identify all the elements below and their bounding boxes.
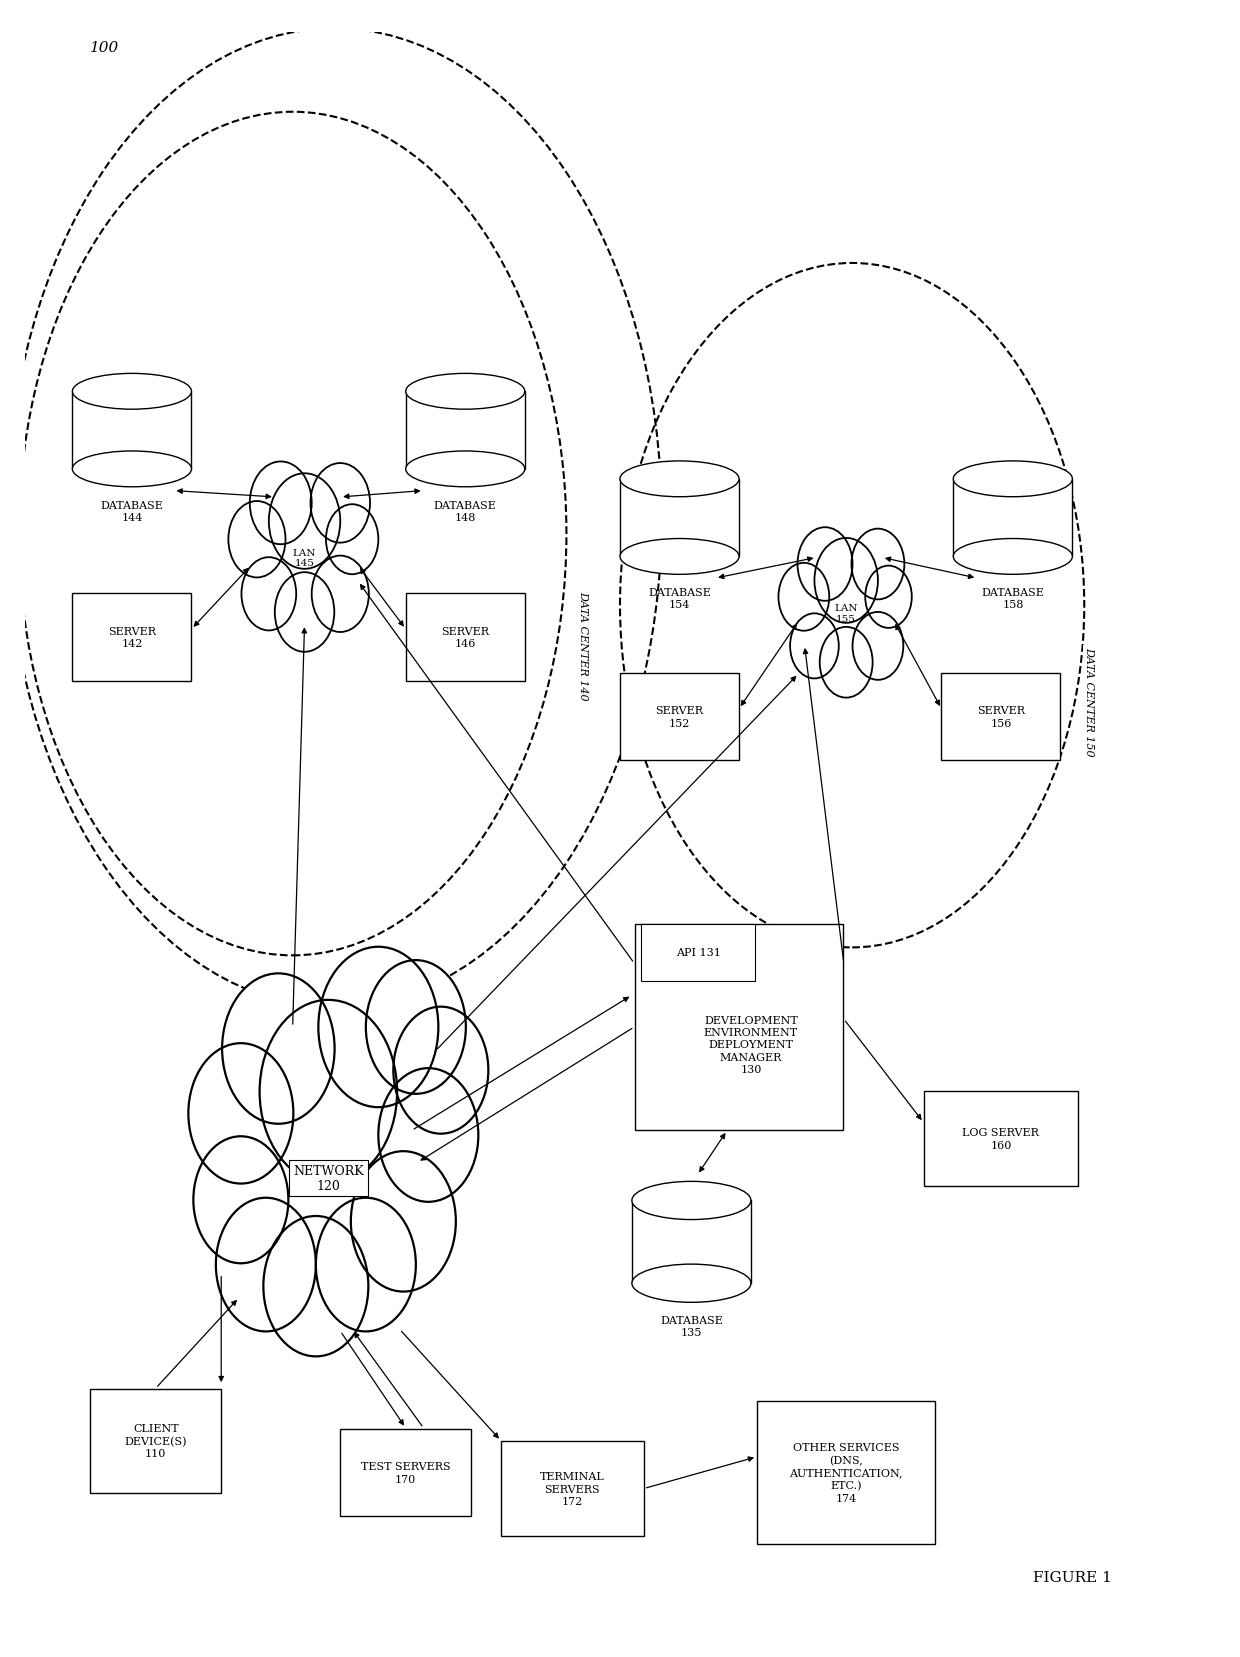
- Bar: [91, 1389, 221, 1493]
- Circle shape: [820, 628, 873, 698]
- Bar: [405, 393, 525, 469]
- Ellipse shape: [72, 374, 191, 409]
- Circle shape: [275, 573, 335, 653]
- Text: FIGURE 1: FIGURE 1: [1033, 1571, 1112, 1584]
- Text: DATA CENTER 150: DATA CENTER 150: [1084, 646, 1094, 756]
- Bar: [954, 479, 1073, 557]
- Ellipse shape: [954, 462, 1073, 497]
- Circle shape: [815, 539, 878, 623]
- Text: DATABASE
148: DATABASE 148: [434, 500, 497, 522]
- Text: TEST SERVERS
170: TEST SERVERS 170: [361, 1461, 450, 1485]
- Ellipse shape: [405, 452, 525, 487]
- Circle shape: [216, 1198, 316, 1332]
- Bar: [635, 925, 843, 1130]
- Text: 100: 100: [91, 41, 119, 55]
- Circle shape: [269, 474, 340, 570]
- Bar: [72, 593, 191, 681]
- Circle shape: [319, 948, 439, 1107]
- Text: SERVER
142: SERVER 142: [108, 626, 156, 650]
- Circle shape: [393, 1007, 489, 1133]
- Text: SERVER
146: SERVER 146: [441, 626, 490, 650]
- Text: CLIENT
DEVICE(S)
110: CLIENT DEVICE(S) 110: [124, 1423, 187, 1458]
- Ellipse shape: [620, 539, 739, 575]
- Circle shape: [316, 1198, 415, 1332]
- Text: DEVELOPMENT
ENVIRONMENT
DEPLOYMENT
MANAGER
130: DEVELOPMENT ENVIRONMENT DEPLOYMENT MANAG…: [704, 1016, 799, 1074]
- Circle shape: [249, 462, 311, 545]
- Ellipse shape: [954, 539, 1073, 575]
- Text: API 131: API 131: [676, 948, 720, 958]
- Text: LOG SERVER
160: LOG SERVER 160: [962, 1127, 1039, 1150]
- Circle shape: [311, 557, 368, 633]
- Ellipse shape: [632, 1264, 751, 1302]
- Bar: [72, 393, 191, 469]
- Bar: [632, 1201, 751, 1284]
- Circle shape: [779, 563, 830, 631]
- Circle shape: [797, 529, 853, 601]
- Ellipse shape: [72, 452, 191, 487]
- Text: DATABASE
135: DATABASE 135: [660, 1316, 723, 1337]
- Text: SERVER
156: SERVER 156: [977, 706, 1025, 729]
- Circle shape: [790, 615, 838, 679]
- Text: NETWORK
120: NETWORK 120: [293, 1165, 363, 1193]
- Bar: [941, 673, 1060, 761]
- Text: TERMINAL
SERVERS
172: TERMINAL SERVERS 172: [539, 1471, 605, 1506]
- Bar: [620, 479, 739, 557]
- Text: DATABASE
154: DATABASE 154: [649, 588, 711, 610]
- Bar: [501, 1442, 644, 1536]
- Text: LAN
145: LAN 145: [293, 548, 316, 568]
- Bar: [924, 1090, 1079, 1186]
- Circle shape: [351, 1152, 456, 1292]
- Circle shape: [853, 613, 903, 681]
- Ellipse shape: [405, 374, 525, 409]
- Text: DATABASE
158: DATABASE 158: [981, 588, 1044, 610]
- Circle shape: [866, 567, 911, 628]
- Circle shape: [310, 464, 370, 543]
- Bar: [756, 1402, 935, 1544]
- Circle shape: [378, 1069, 479, 1201]
- Circle shape: [193, 1137, 289, 1264]
- Text: OTHER SERVICES
(DNS,
AUTHENTICATION,
ETC.)
174: OTHER SERVICES (DNS, AUTHENTICATION, ETC…: [790, 1443, 903, 1503]
- Text: LAN
155: LAN 155: [835, 605, 858, 623]
- Bar: [641, 925, 755, 983]
- Circle shape: [852, 529, 904, 600]
- Circle shape: [242, 558, 296, 631]
- Bar: [340, 1428, 471, 1516]
- Text: DATABASE
144: DATABASE 144: [100, 500, 164, 522]
- Circle shape: [188, 1044, 294, 1183]
- Circle shape: [228, 502, 285, 578]
- Ellipse shape: [632, 1181, 751, 1220]
- Circle shape: [326, 505, 378, 575]
- Text: DATA CENTER 140: DATA CENTER 140: [578, 592, 588, 701]
- Circle shape: [263, 1216, 368, 1357]
- Bar: [405, 593, 525, 681]
- Text: SERVER
152: SERVER 152: [656, 706, 703, 729]
- Circle shape: [366, 961, 466, 1094]
- Circle shape: [222, 974, 335, 1123]
- Circle shape: [259, 1001, 397, 1185]
- Bar: [620, 673, 739, 761]
- Ellipse shape: [620, 462, 739, 497]
